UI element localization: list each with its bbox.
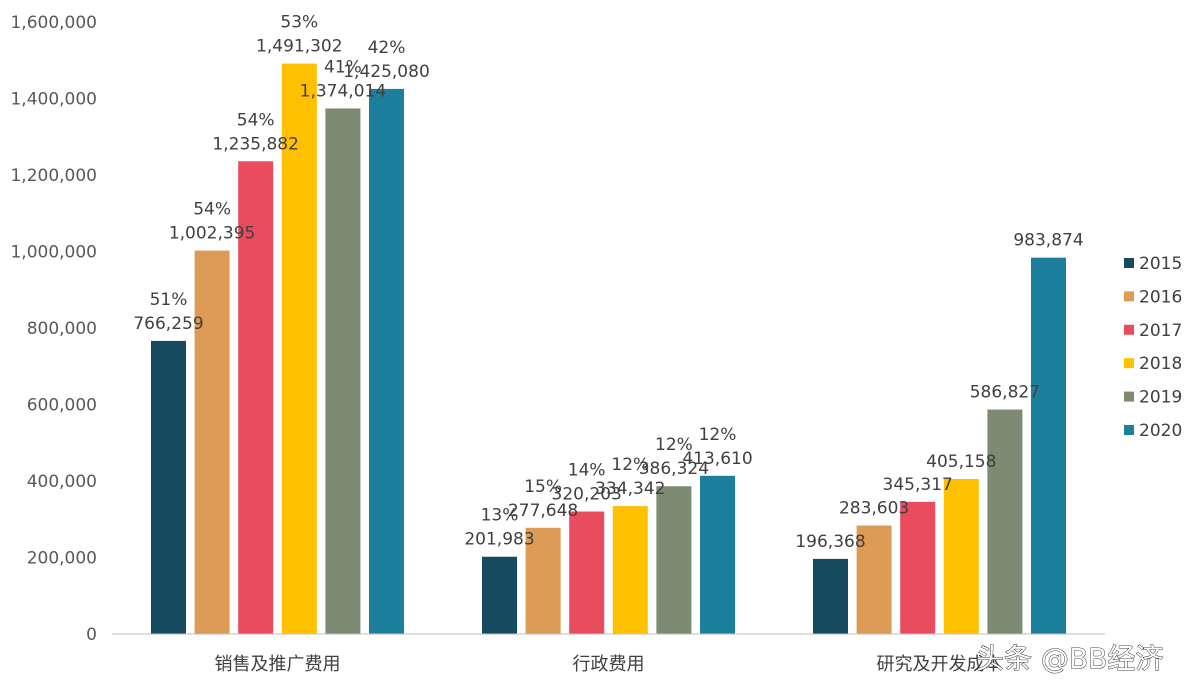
legend-swatch-2017 bbox=[1124, 324, 1134, 335]
bar-2019-0 bbox=[325, 108, 361, 635]
legend: 2015 2016 2017 2018 2019 2020 bbox=[1124, 254, 1182, 441]
bar-2016-0 bbox=[194, 250, 230, 634]
value-label: 1,374,014 bbox=[300, 81, 387, 101]
bar-2015-0 bbox=[151, 340, 186, 634]
legend-swatch-2020 bbox=[1124, 425, 1134, 435]
value-label: 405,158 bbox=[926, 452, 996, 472]
x-axis: 销售及推广费用 行政费用 研究及开发成本 bbox=[215, 654, 1003, 675]
bars bbox=[151, 63, 1066, 635]
y-axis: 0 200,000 400,000 600,000 800,000 1,000,000 1,… bbox=[10, 13, 97, 645]
percent-label: 14% bbox=[568, 461, 606, 481]
value-label: 586,827 bbox=[970, 383, 1040, 403]
bar-2020-1 bbox=[700, 475, 735, 634]
x-category-label: 销售及推广费用 bbox=[215, 654, 341, 675]
bar-2017-2 bbox=[900, 501, 936, 634]
bar-2019-1 bbox=[656, 486, 692, 634]
value-label: 983,874 bbox=[1013, 231, 1083, 251]
value-label: 1,002,395 bbox=[169, 224, 256, 244]
y-tick-label: 1,400,000 bbox=[10, 90, 97, 110]
value-label: 386,324 bbox=[639, 459, 709, 479]
percent-label: 42% bbox=[368, 38, 406, 58]
value-label: 1,235,882 bbox=[212, 134, 299, 154]
bar-2019-2 bbox=[987, 409, 1023, 634]
bar-2020-2 bbox=[1031, 257, 1066, 634]
bar-2018-0 bbox=[281, 63, 317, 635]
data-labels: 766,259 51% 1,002,395 54% 1,235,882 54% 1,491,… bbox=[133, 13, 1083, 552]
percent-label: 53% bbox=[280, 13, 318, 33]
value-label: 320,203 bbox=[552, 485, 622, 505]
bar-2015-2 bbox=[813, 558, 848, 634]
bar-2015-1 bbox=[482, 556, 517, 634]
watermark: 头条 @BB经济 bbox=[976, 642, 1163, 675]
legend-label: 2019 bbox=[1139, 388, 1182, 408]
legend-swatch-2019 bbox=[1124, 391, 1134, 402]
y-tick-label: 1,600,000 bbox=[10, 13, 97, 33]
value-label: 766,259 bbox=[133, 314, 203, 334]
bar-2017-1 bbox=[569, 511, 605, 634]
bar-2017-0 bbox=[238, 161, 274, 634]
y-tick-label: 1,000,000 bbox=[10, 243, 97, 263]
value-label: 1,491,302 bbox=[256, 37, 343, 57]
y-tick-label: 400,000 bbox=[27, 472, 97, 492]
legend-swatch-2018 bbox=[1124, 358, 1134, 369]
legend-label: 2015 bbox=[1139, 254, 1182, 274]
percent-label: 54% bbox=[193, 200, 231, 220]
y-tick-label: 200,000 bbox=[27, 549, 97, 569]
legend-swatch-2015 bbox=[1124, 258, 1134, 268]
bar-2018-1 bbox=[612, 506, 648, 634]
y-tick-label: 800,000 bbox=[27, 319, 97, 339]
percent-label: 54% bbox=[237, 110, 275, 130]
percent-label: 12% bbox=[611, 455, 649, 475]
value-label: 1,425,080 bbox=[343, 62, 430, 82]
value-label: 196,368 bbox=[795, 532, 865, 552]
y-tick-label: 600,000 bbox=[27, 396, 97, 416]
value-label: 201,983 bbox=[464, 530, 534, 550]
percent-label: 12% bbox=[699, 425, 737, 445]
value-label: 283,603 bbox=[839, 499, 909, 519]
value-label: 334,342 bbox=[595, 479, 665, 499]
percent-label: 15% bbox=[524, 477, 562, 497]
value-label: 345,317 bbox=[883, 475, 953, 495]
percent-label: 13% bbox=[481, 506, 519, 526]
percent-label: 41% bbox=[324, 57, 362, 77]
value-label: 277,648 bbox=[508, 501, 578, 521]
legend-label: 2018 bbox=[1139, 354, 1182, 374]
bar-2016-2 bbox=[856, 525, 892, 634]
legend-label: 2016 bbox=[1139, 287, 1182, 307]
value-label: 413,610 bbox=[682, 449, 752, 469]
legend-swatch-2016 bbox=[1124, 291, 1134, 302]
percent-label: 51% bbox=[150, 290, 188, 310]
bar-2018-2 bbox=[943, 479, 979, 634]
legend-label: 2017 bbox=[1139, 321, 1182, 341]
y-tick-label: 1,200,000 bbox=[10, 166, 97, 186]
bar-2020-0 bbox=[369, 88, 404, 634]
percent-label: 12% bbox=[655, 435, 693, 455]
bar-2016-1 bbox=[525, 527, 561, 634]
x-category-label: 研究及开发成本 bbox=[877, 654, 1003, 675]
x-category-label: 行政费用 bbox=[573, 654, 645, 675]
y-tick-label: 0 bbox=[86, 625, 97, 645]
legend-label: 2020 bbox=[1139, 421, 1182, 441]
